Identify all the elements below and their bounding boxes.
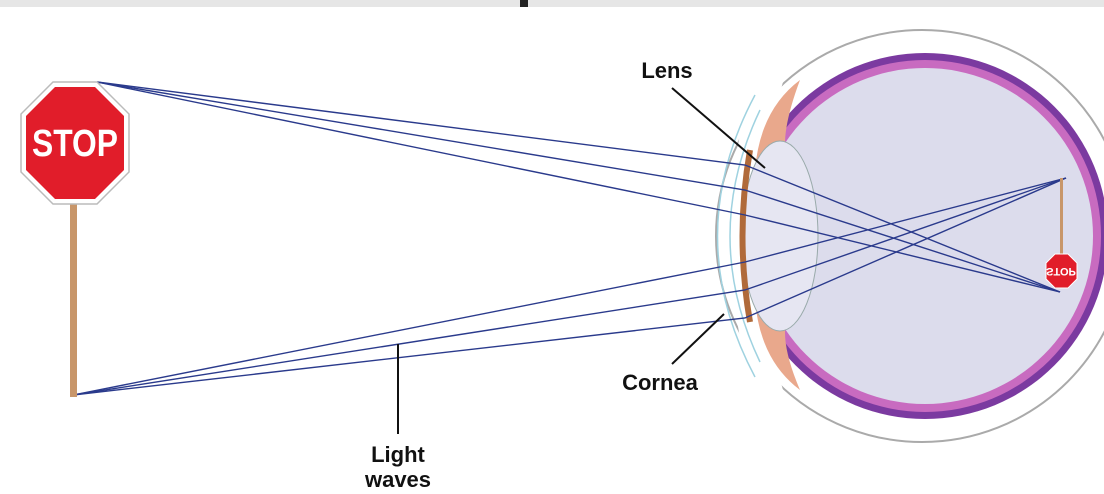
light-label: Light (371, 442, 425, 467)
sign-pole (70, 200, 77, 397)
eye-diagram: STOP STOP Lens Cornea Light waves (0, 0, 1104, 494)
image-pole (1060, 178, 1063, 258)
eye (716, 30, 1104, 442)
top-strip (0, 0, 1104, 7)
top-mark (520, 0, 528, 7)
stop-sign: STOP (21, 82, 129, 397)
sign-text: STOP (32, 123, 118, 165)
cornea-label: Cornea (622, 370, 699, 395)
cornea-pointer (672, 314, 724, 364)
image-text: STOP (1046, 265, 1076, 277)
lens-label: Lens (641, 58, 692, 83)
light-label: waves (364, 467, 431, 492)
